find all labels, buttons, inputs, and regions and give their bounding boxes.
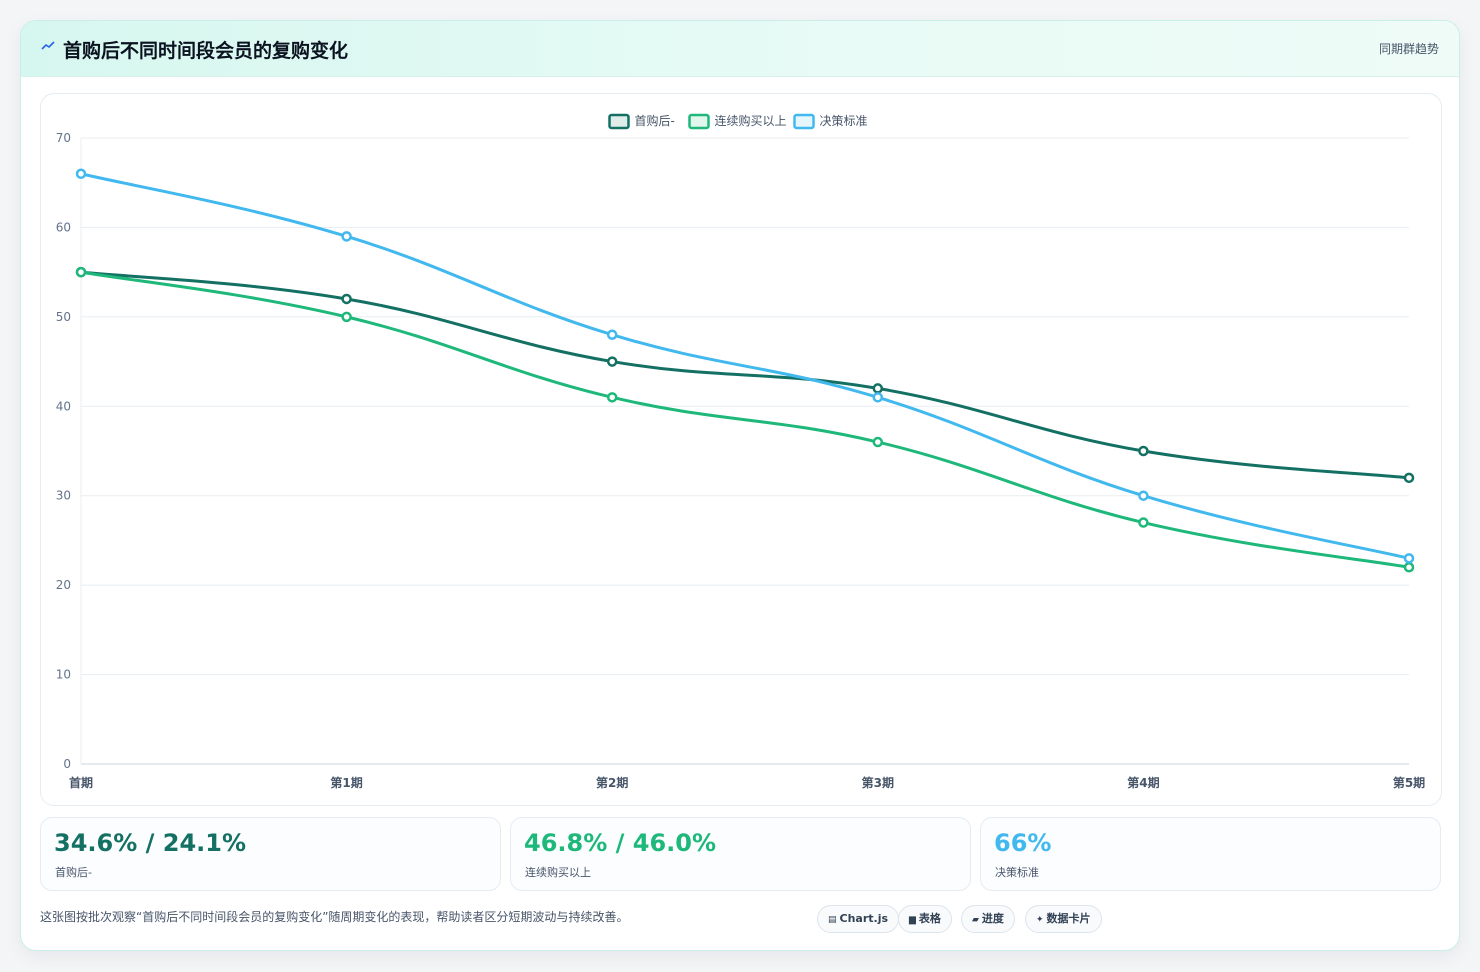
chart-description: 这张图按批次观察“首购后不同时间段会员的复购变化”随周期变化的表现，帮助读者区分… [40, 910, 629, 924]
data-point [1403, 472, 1415, 484]
pill-label: 表格 [918, 912, 941, 925]
legend-swatch [688, 113, 710, 130]
pill-progress[interactable]: ▰ 进度 [961, 905, 1015, 933]
chart-card: 首购后不同时间段会员的复购变化 同期群趋势 0 10 20 30 40 50 60 70 首期 第… [20, 20, 1460, 951]
data-point [1138, 490, 1149, 501]
stat-label: 决策标准 [995, 866, 1039, 879]
pill-label: 数据卡片 [1046, 912, 1091, 925]
data-card-icon: ✦ [1036, 915, 1044, 925]
pill-label: Chart.js [839, 912, 889, 925]
trend-icon [41, 39, 55, 59]
x-tick-label: 第4期 [1127, 775, 1159, 790]
stat-value: 66% [994, 829, 1052, 857]
series-line-3 [80, 172, 1410, 560]
data-point [872, 392, 884, 403]
chart-icon: ▤ [828, 915, 837, 925]
x-tick-label: 第3期 [862, 775, 894, 790]
data-point [1403, 562, 1415, 573]
legend-label: 决策标准 [820, 114, 868, 128]
y-tick-label: 0 [63, 757, 71, 771]
header-tag: 同期群趋势 [1378, 42, 1439, 56]
data-point [1138, 445, 1149, 457]
table-icon: ▆ [909, 915, 916, 925]
x-tick-label: 第1期 [330, 775, 362, 790]
data-point [75, 266, 87, 278]
series-line-2 [80, 270, 1410, 569]
stat-label: 首购后- [55, 866, 92, 879]
stat-card-1: 34.6% / 24.1% 首购后- [40, 817, 501, 891]
legend-label: 首购后- [635, 113, 675, 128]
stat-label: 连续购买以上 [525, 866, 591, 879]
series-line-1 [80, 270, 1410, 480]
chart-panel: 0 10 20 30 40 50 60 70 首期 第1期 第2期 第3期 第4期 第5期 首购后- 连续购买… [40, 93, 1442, 806]
data-point [1138, 517, 1149, 528]
data-point [606, 356, 618, 367]
data-point [606, 329, 618, 340]
x-tick-label: 第5期 [1393, 775, 1425, 790]
pill-table[interactable]: ▆ 表格 [898, 905, 952, 933]
y-tick-label: 20 [56, 578, 71, 592]
y-tick-label: 50 [56, 310, 71, 324]
pill-data-card[interactable]: ✦ 数据卡片 [1025, 905, 1102, 933]
pill-chartjs[interactable]: ▤ Chart.js [817, 905, 900, 933]
y-tick-label: 70 [56, 131, 71, 145]
stat-card-3: 66% 决策标准 [980, 817, 1441, 891]
stat-cards: 34.6% / 24.1% 首购后- 46.8% / 46.0% 连续购买以上 … [40, 817, 1442, 891]
stat-value: 46.8% / 46.0% [524, 829, 716, 857]
stat-value: 34.6% / 24.1% [54, 829, 246, 857]
y-tick-label: 60 [56, 220, 71, 234]
data-point [341, 293, 352, 305]
legend-swatch [608, 113, 630, 130]
data-point [606, 392, 618, 403]
y-tick-label: 30 [56, 489, 71, 503]
line-chart: 0 10 20 30 40 50 60 70 首期 第1期 第2期 第3期 第4期 第5期 首购后- 连续购买… [56, 113, 1425, 790]
page-title: 首购后不同时间段会员的复购变化 [63, 40, 349, 62]
x-tick-label: 第2期 [596, 775, 628, 790]
data-point [341, 311, 352, 323]
data-point [872, 436, 884, 448]
card-header: 首购后不同时间段会员的复购变化 同期群趋势 [21, 21, 1459, 77]
legend-label: 连续购买以上 [715, 113, 787, 128]
x-tick-label: 首期 [69, 775, 93, 790]
progress-icon: ▰ [972, 915, 979, 925]
data-point [1403, 553, 1415, 564]
y-tick-label: 10 [56, 668, 71, 682]
data-point [75, 168, 87, 180]
data-point [341, 231, 352, 242]
pill-label: 进度 [981, 912, 1004, 925]
legend-swatch [793, 113, 815, 130]
y-tick-label: 40 [56, 399, 71, 413]
stat-card-2: 46.8% / 46.0% 连续购买以上 [510, 817, 971, 891]
data-point [872, 383, 884, 394]
